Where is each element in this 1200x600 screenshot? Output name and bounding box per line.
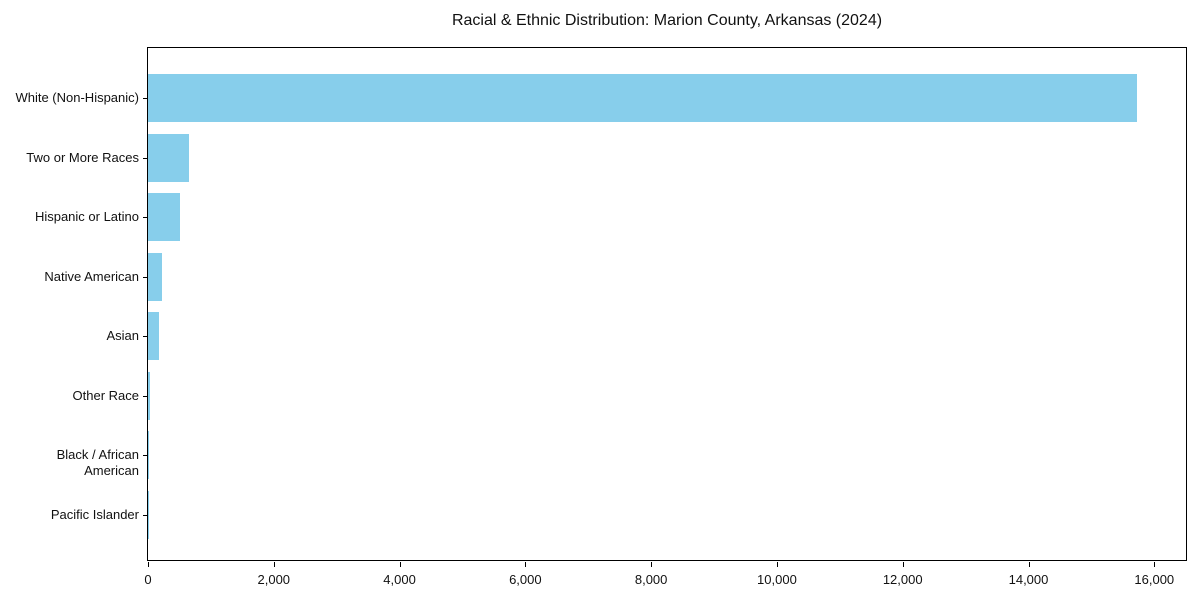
x-tick-mark: [148, 562, 149, 567]
bar-asian: [148, 312, 160, 360]
y-tick-mark: [143, 336, 147, 337]
x-axis-label: 0: [144, 572, 152, 587]
y-axis-label: Other Race: [72, 387, 139, 403]
y-axis-label: Hispanic or Latino: [34, 209, 139, 224]
y-axis-label: Native American: [44, 268, 139, 284]
y-tick-mark: [143, 455, 147, 456]
x-axis-label: 10,000: [757, 572, 797, 587]
bar-hispanic-or-latino: [148, 193, 181, 241]
x-axis-label: 8,000: [634, 572, 668, 587]
x-tick-mark: [525, 562, 527, 567]
x-tick-mark: [651, 562, 653, 567]
bar-white-non-hispanic: [148, 74, 1137, 122]
y-axis-label: Two or More Races: [26, 149, 139, 165]
x-tick-mark: [399, 562, 401, 567]
y-axis-label: Black / African American: [56, 447, 139, 478]
x-axis-label: 16,000: [1134, 572, 1175, 587]
x-axis-label: 6,000: [509, 572, 542, 587]
x-tick-mark: [273, 562, 275, 567]
y-axis-label: White (Non-Hispanic): [15, 90, 139, 105]
x-axis-label: 12,000: [882, 572, 923, 587]
x-tick-mark: [1028, 562, 1030, 567]
y-tick-mark: [143, 157, 147, 159]
x-tick-mark: [902, 562, 904, 567]
bar-other-race: [148, 371, 150, 420]
x-axis-label: 14,000: [1008, 572, 1049, 587]
bar-two-or-more-races: [148, 133, 189, 182]
y-axis-label: Asian: [106, 328, 139, 343]
y-tick-mark: [143, 395, 147, 397]
x-axis-label: 2,000: [257, 572, 291, 587]
bar-black-african-american: [148, 431, 149, 479]
y-tick-mark: [143, 276, 147, 278]
y-axis-label: Pacific Islander: [50, 506, 139, 522]
y-tick-mark: [143, 98, 147, 99]
x-tick-mark: [776, 562, 778, 567]
chart-title: Racial & Ethnic Distribution: Marion Cou…: [451, 12, 883, 29]
y-tick-mark: [143, 217, 147, 218]
plot-area: White (Non-Hispanic) Two or More Races His…: [15, 47, 1187, 587]
x-axis-label: 4,000: [383, 572, 416, 587]
y-tick-mark: [143, 514, 147, 516]
x-tick-mark: [1154, 562, 1156, 567]
bar-native-american: [148, 252, 163, 301]
